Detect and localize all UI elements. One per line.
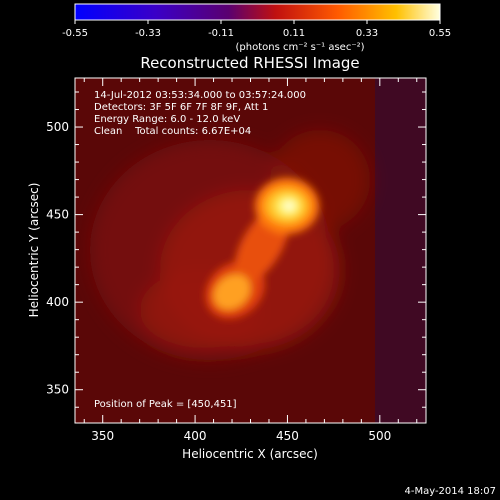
- y-tick-label: 400: [46, 295, 69, 309]
- x-tick-label: 350: [91, 429, 114, 443]
- colorbar-tick-label: -0.11: [208, 28, 234, 39]
- colorbar-tick-label: 0.33: [356, 28, 378, 39]
- x-tick-label: 500: [368, 429, 391, 443]
- heatmap-sources: [205, 178, 319, 319]
- x-tick-label: 400: [184, 429, 207, 443]
- y-tick-label: 500: [46, 120, 69, 134]
- heatmap-dark-edge: [375, 78, 426, 423]
- colorbar-tick-label: 0.11: [283, 28, 305, 39]
- colorbar-tick-label: 0.55: [429, 28, 451, 39]
- x-tick-label: 450: [276, 429, 299, 443]
- x-axis-label: Heliocentric X (arcsec): [182, 447, 318, 461]
- y-axis-ticks: 350 400 450 500: [46, 91, 426, 408]
- colorbar-tick-label: -0.33: [135, 28, 161, 39]
- colorbar-ticks: -0.55 -0.33 -0.11 0.11 0.33 0.55: [62, 20, 451, 39]
- colorbar-gradient: [75, 4, 440, 20]
- peak-position-label: Position of Peak = [450,451]: [94, 399, 237, 410]
- colorbar-frame: [74, 3, 441, 21]
- chart-title: Reconstructed RHESSI Image: [140, 54, 359, 72]
- x-axis-ticks: 350 400 450 500: [83, 78, 418, 443]
- annotation-detectors: Detectors: 3F 5F 6F 7F 8F 9F, Att 1: [94, 102, 268, 113]
- colorbar-unit-label: (photons cm⁻² s⁻¹ asec⁻²): [235, 42, 364, 53]
- annotation-block: 14-Jul-2012 03:53:34.000 to 03:57:24.000…: [94, 90, 306, 137]
- annotation-clean-counts: Clean Total counts: 6.67E+04: [94, 126, 251, 137]
- y-tick-label: 450: [46, 208, 69, 222]
- annotation-energy-range: Energy Range: 6.0 - 12.0 keV: [94, 114, 240, 125]
- heatmap-image: [75, 78, 426, 423]
- y-axis-label: Heliocentric Y (arcsec): [27, 183, 41, 318]
- annotation-time-range: 14-Jul-2012 03:53:34.000 to 03:57:24.000: [94, 90, 306, 101]
- footer-date: 4-May-2014 18:07: [404, 486, 496, 497]
- colorbar-tick-label: -0.55: [62, 28, 88, 39]
- y-tick-label: 350: [46, 383, 69, 397]
- colorbar: -0.55 -0.33 -0.11 0.11 0.33 0.55 (photons cm⁻…: [62, 3, 451, 53]
